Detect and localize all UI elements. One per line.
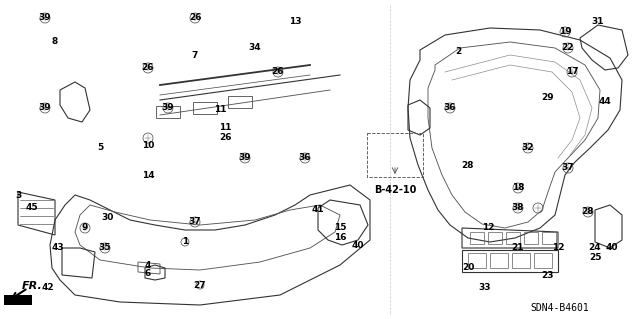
Bar (228, 96, 252, 108)
Bar (4, 295, 32, 305)
Text: 12: 12 (482, 224, 494, 233)
Bar (534, 253, 552, 268)
Text: 38: 38 (512, 204, 524, 212)
Text: 18: 18 (512, 183, 524, 192)
Text: 44: 44 (598, 98, 611, 107)
Text: 20: 20 (462, 263, 474, 272)
Text: 23: 23 (541, 271, 554, 279)
Bar (542, 232, 556, 244)
Text: 25: 25 (589, 254, 601, 263)
Text: 11: 11 (219, 123, 231, 132)
Text: 22: 22 (562, 43, 574, 53)
Text: 26: 26 (141, 63, 154, 72)
Text: 39: 39 (38, 13, 51, 23)
Text: 37: 37 (189, 218, 202, 226)
Text: 30: 30 (102, 213, 114, 222)
Bar (193, 102, 217, 114)
Text: 13: 13 (289, 18, 301, 26)
Text: 10: 10 (142, 140, 154, 150)
Text: 33: 33 (479, 284, 492, 293)
Text: 8: 8 (52, 38, 58, 47)
Text: 34: 34 (249, 43, 261, 53)
Text: 36: 36 (444, 103, 456, 113)
Text: 5: 5 (97, 144, 103, 152)
Text: 39: 39 (162, 103, 174, 113)
Text: 11: 11 (214, 106, 227, 115)
Text: 16: 16 (333, 234, 346, 242)
Text: 31: 31 (592, 18, 604, 26)
Text: 26: 26 (189, 13, 201, 23)
Bar (468, 253, 486, 268)
Text: 3: 3 (15, 190, 21, 199)
Bar (490, 253, 508, 268)
Text: 15: 15 (333, 224, 346, 233)
Bar (506, 232, 520, 244)
Bar (156, 106, 180, 118)
Text: 32: 32 (522, 144, 534, 152)
Text: 6: 6 (145, 269, 151, 278)
Text: 36: 36 (299, 153, 311, 162)
Text: SDN4-B4601: SDN4-B4601 (531, 303, 589, 313)
Text: 37: 37 (562, 164, 574, 173)
Text: 40: 40 (352, 241, 364, 249)
Text: 14: 14 (141, 170, 154, 180)
Text: 12: 12 (552, 243, 564, 253)
Bar (524, 232, 538, 244)
Bar (470, 232, 484, 244)
Text: FR.: FR. (22, 281, 43, 291)
Text: 17: 17 (566, 68, 579, 77)
Text: 24: 24 (589, 243, 602, 253)
Text: 27: 27 (194, 280, 206, 290)
Text: 4: 4 (145, 261, 151, 270)
Text: 2: 2 (455, 48, 461, 56)
Bar (488, 232, 502, 244)
Text: 39: 39 (38, 103, 51, 113)
Text: 19: 19 (559, 27, 572, 36)
Text: 41: 41 (312, 205, 324, 214)
Text: 45: 45 (26, 204, 38, 212)
Text: 35: 35 (99, 243, 111, 253)
Text: 40: 40 (605, 243, 618, 253)
Text: 9: 9 (82, 224, 88, 233)
Text: B-42-10: B-42-10 (374, 185, 416, 195)
Text: 28: 28 (582, 207, 595, 217)
Text: 26: 26 (219, 133, 231, 143)
Text: 29: 29 (541, 93, 554, 102)
Text: 1: 1 (182, 238, 188, 247)
Text: 7: 7 (192, 50, 198, 60)
Text: 26: 26 (272, 68, 284, 77)
Text: 21: 21 (512, 243, 524, 253)
Text: 39: 39 (239, 153, 252, 162)
Bar (367, 133, 423, 177)
Text: 42: 42 (42, 284, 54, 293)
Text: 28: 28 (461, 160, 474, 169)
Text: 43: 43 (52, 243, 64, 253)
Bar (512, 253, 530, 268)
